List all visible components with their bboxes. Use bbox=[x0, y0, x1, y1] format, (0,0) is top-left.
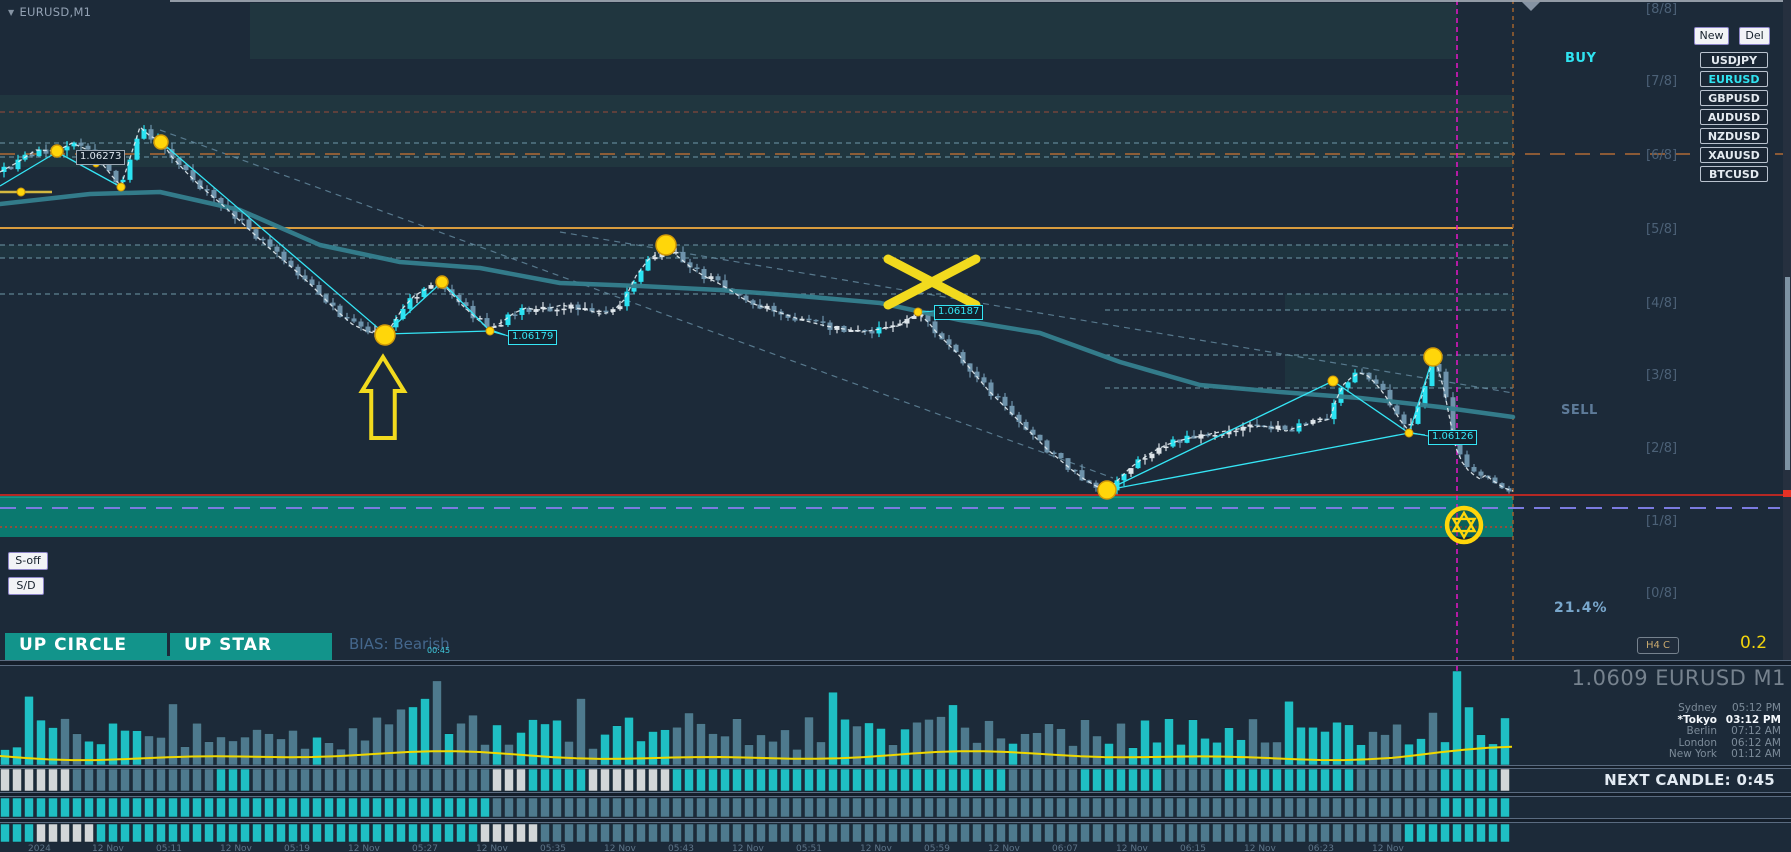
level-label: [3/8] bbox=[1646, 368, 1678, 383]
chart-shift-icon bbox=[1522, 2, 1540, 11]
time-tick-label: 12 Nov bbox=[604, 844, 636, 852]
session-row: New York 01:12 AM bbox=[1668, 748, 1781, 761]
time-tick-label: 12 Nov bbox=[348, 844, 380, 852]
chart-symbol-label[interactable]: ▼ EURUSD,M1 bbox=[8, 5, 92, 19]
time-tick-label: 06:15 bbox=[1180, 844, 1206, 852]
quote-watermark: 1.0609 EURUSD M1 bbox=[1571, 666, 1786, 690]
pane-separator[interactable] bbox=[0, 765, 1791, 769]
watchlist-symbol-eurusd[interactable]: EURUSD bbox=[1700, 71, 1768, 87]
level-label: [4/8] bbox=[1646, 296, 1678, 311]
watchlist-symbol-nzdusd[interactable]: NZDUSD bbox=[1700, 128, 1768, 144]
up-circle-signal-button[interactable]: UP CIRCLE bbox=[5, 633, 167, 658]
current-price-tick bbox=[1783, 490, 1791, 497]
time-tick-label: 2024 bbox=[28, 844, 51, 852]
time-tick-label: 06:07 bbox=[1052, 844, 1078, 852]
window-top-edge bbox=[170, 0, 1791, 2]
session-row: Berlin 07:12 AM bbox=[1686, 725, 1781, 738]
right-scrollbar-thumb[interactable] bbox=[1785, 277, 1790, 470]
time-tick-label: 05:43 bbox=[668, 844, 694, 852]
time-tick-label: 05:59 bbox=[924, 844, 950, 852]
time-tick-label: 06:23 bbox=[1308, 844, 1334, 852]
mini-countdown-label: 00:45 bbox=[427, 646, 451, 655]
market-sessions: Sydney 05:12 PM *Tokyo 03:12 PM Berlin 07:12 … bbox=[1651, 702, 1782, 761]
signal-underline bbox=[5, 656, 332, 661]
next-candle-countdown: NEXT CANDLE: 0:45 bbox=[1604, 771, 1775, 789]
level-label: [1/8] bbox=[1646, 514, 1678, 529]
price-label: 1.06126 bbox=[1428, 430, 1478, 445]
time-axis: 2024 12 Nov 05:11 12 Nov 05:19 12 Nov 05:27 12 … bbox=[0, 844, 1791, 852]
time-tick-label: 12 Nov bbox=[1244, 844, 1276, 852]
bias-label: BIAS: Bearish bbox=[349, 635, 450, 653]
watchlist-symbol-xauusd[interactable]: XAUUSD bbox=[1700, 147, 1768, 163]
time-tick-label: 05:19 bbox=[284, 844, 310, 852]
time-tick-label: 12 Nov bbox=[732, 844, 764, 852]
time-tick-label: 05:51 bbox=[796, 844, 822, 852]
price-label: 1.06273 bbox=[76, 150, 126, 165]
time-tick-label: 12 Nov bbox=[1372, 844, 1404, 852]
level-label: [2/8] bbox=[1646, 441, 1678, 456]
up-star-signal-button[interactable]: UP STAR bbox=[170, 633, 332, 658]
del-button[interactable]: Del bbox=[1739, 27, 1770, 45]
time-tick-label: 05:11 bbox=[156, 844, 182, 852]
time-tick-label: 12 Nov bbox=[860, 844, 892, 852]
price-label: 1.06187 bbox=[934, 305, 984, 320]
time-tick-label: 12 Nov bbox=[988, 844, 1020, 852]
time-tick-label: 12 Nov bbox=[476, 844, 508, 852]
pane-separator[interactable] bbox=[0, 818, 1791, 823]
time-tick-label: 12 Nov bbox=[1116, 844, 1148, 852]
pane-separator[interactable] bbox=[0, 792, 1791, 797]
watchlist-symbol-btcusd[interactable]: BTCUSD bbox=[1700, 166, 1768, 182]
h4c-button[interactable]: H4 C bbox=[1637, 637, 1679, 654]
chevron-down-icon: ▼ bbox=[8, 8, 15, 17]
time-tick-label: 12 Nov bbox=[220, 844, 252, 852]
session-row: *Tokyo 03:12 PM bbox=[1677, 713, 1781, 726]
pane-separator[interactable] bbox=[0, 660, 1791, 666]
price-label: 1.06179 bbox=[508, 330, 558, 345]
session-row: London 06:12 AM bbox=[1678, 736, 1782, 749]
s-off-button[interactable]: S-off bbox=[8, 552, 48, 570]
time-tick-label: 05:27 bbox=[412, 844, 438, 852]
watchlist-symbol-audusd[interactable]: AUDUSD bbox=[1700, 109, 1768, 125]
watchlist-symbol-usdjpy[interactable]: USDJPY bbox=[1700, 52, 1768, 68]
time-tick-label: 05:35 bbox=[540, 844, 566, 852]
time-tick-label: 12 Nov bbox=[92, 844, 124, 852]
sd-button[interactable]: S/D bbox=[8, 577, 44, 595]
sell-label: SELL bbox=[1561, 403, 1598, 418]
level-label: [5/8] bbox=[1646, 222, 1678, 237]
buy-label: BUY bbox=[1565, 51, 1597, 66]
watchlist-symbol-gbpusd[interactable]: GBPUSD bbox=[1700, 90, 1768, 106]
percent-label: 21.4% bbox=[1554, 600, 1608, 616]
new-button[interactable]: New bbox=[1694, 27, 1729, 45]
level-label: [8/8] bbox=[1646, 2, 1678, 17]
level-label: [0/8] bbox=[1646, 586, 1678, 601]
corner-value-label: 0.2 bbox=[1740, 633, 1768, 653]
level-label: [7/8] bbox=[1646, 74, 1678, 89]
session-row: Sydney 05:12 PM bbox=[1678, 702, 1781, 714]
level-label: [6/8] bbox=[1646, 148, 1678, 163]
